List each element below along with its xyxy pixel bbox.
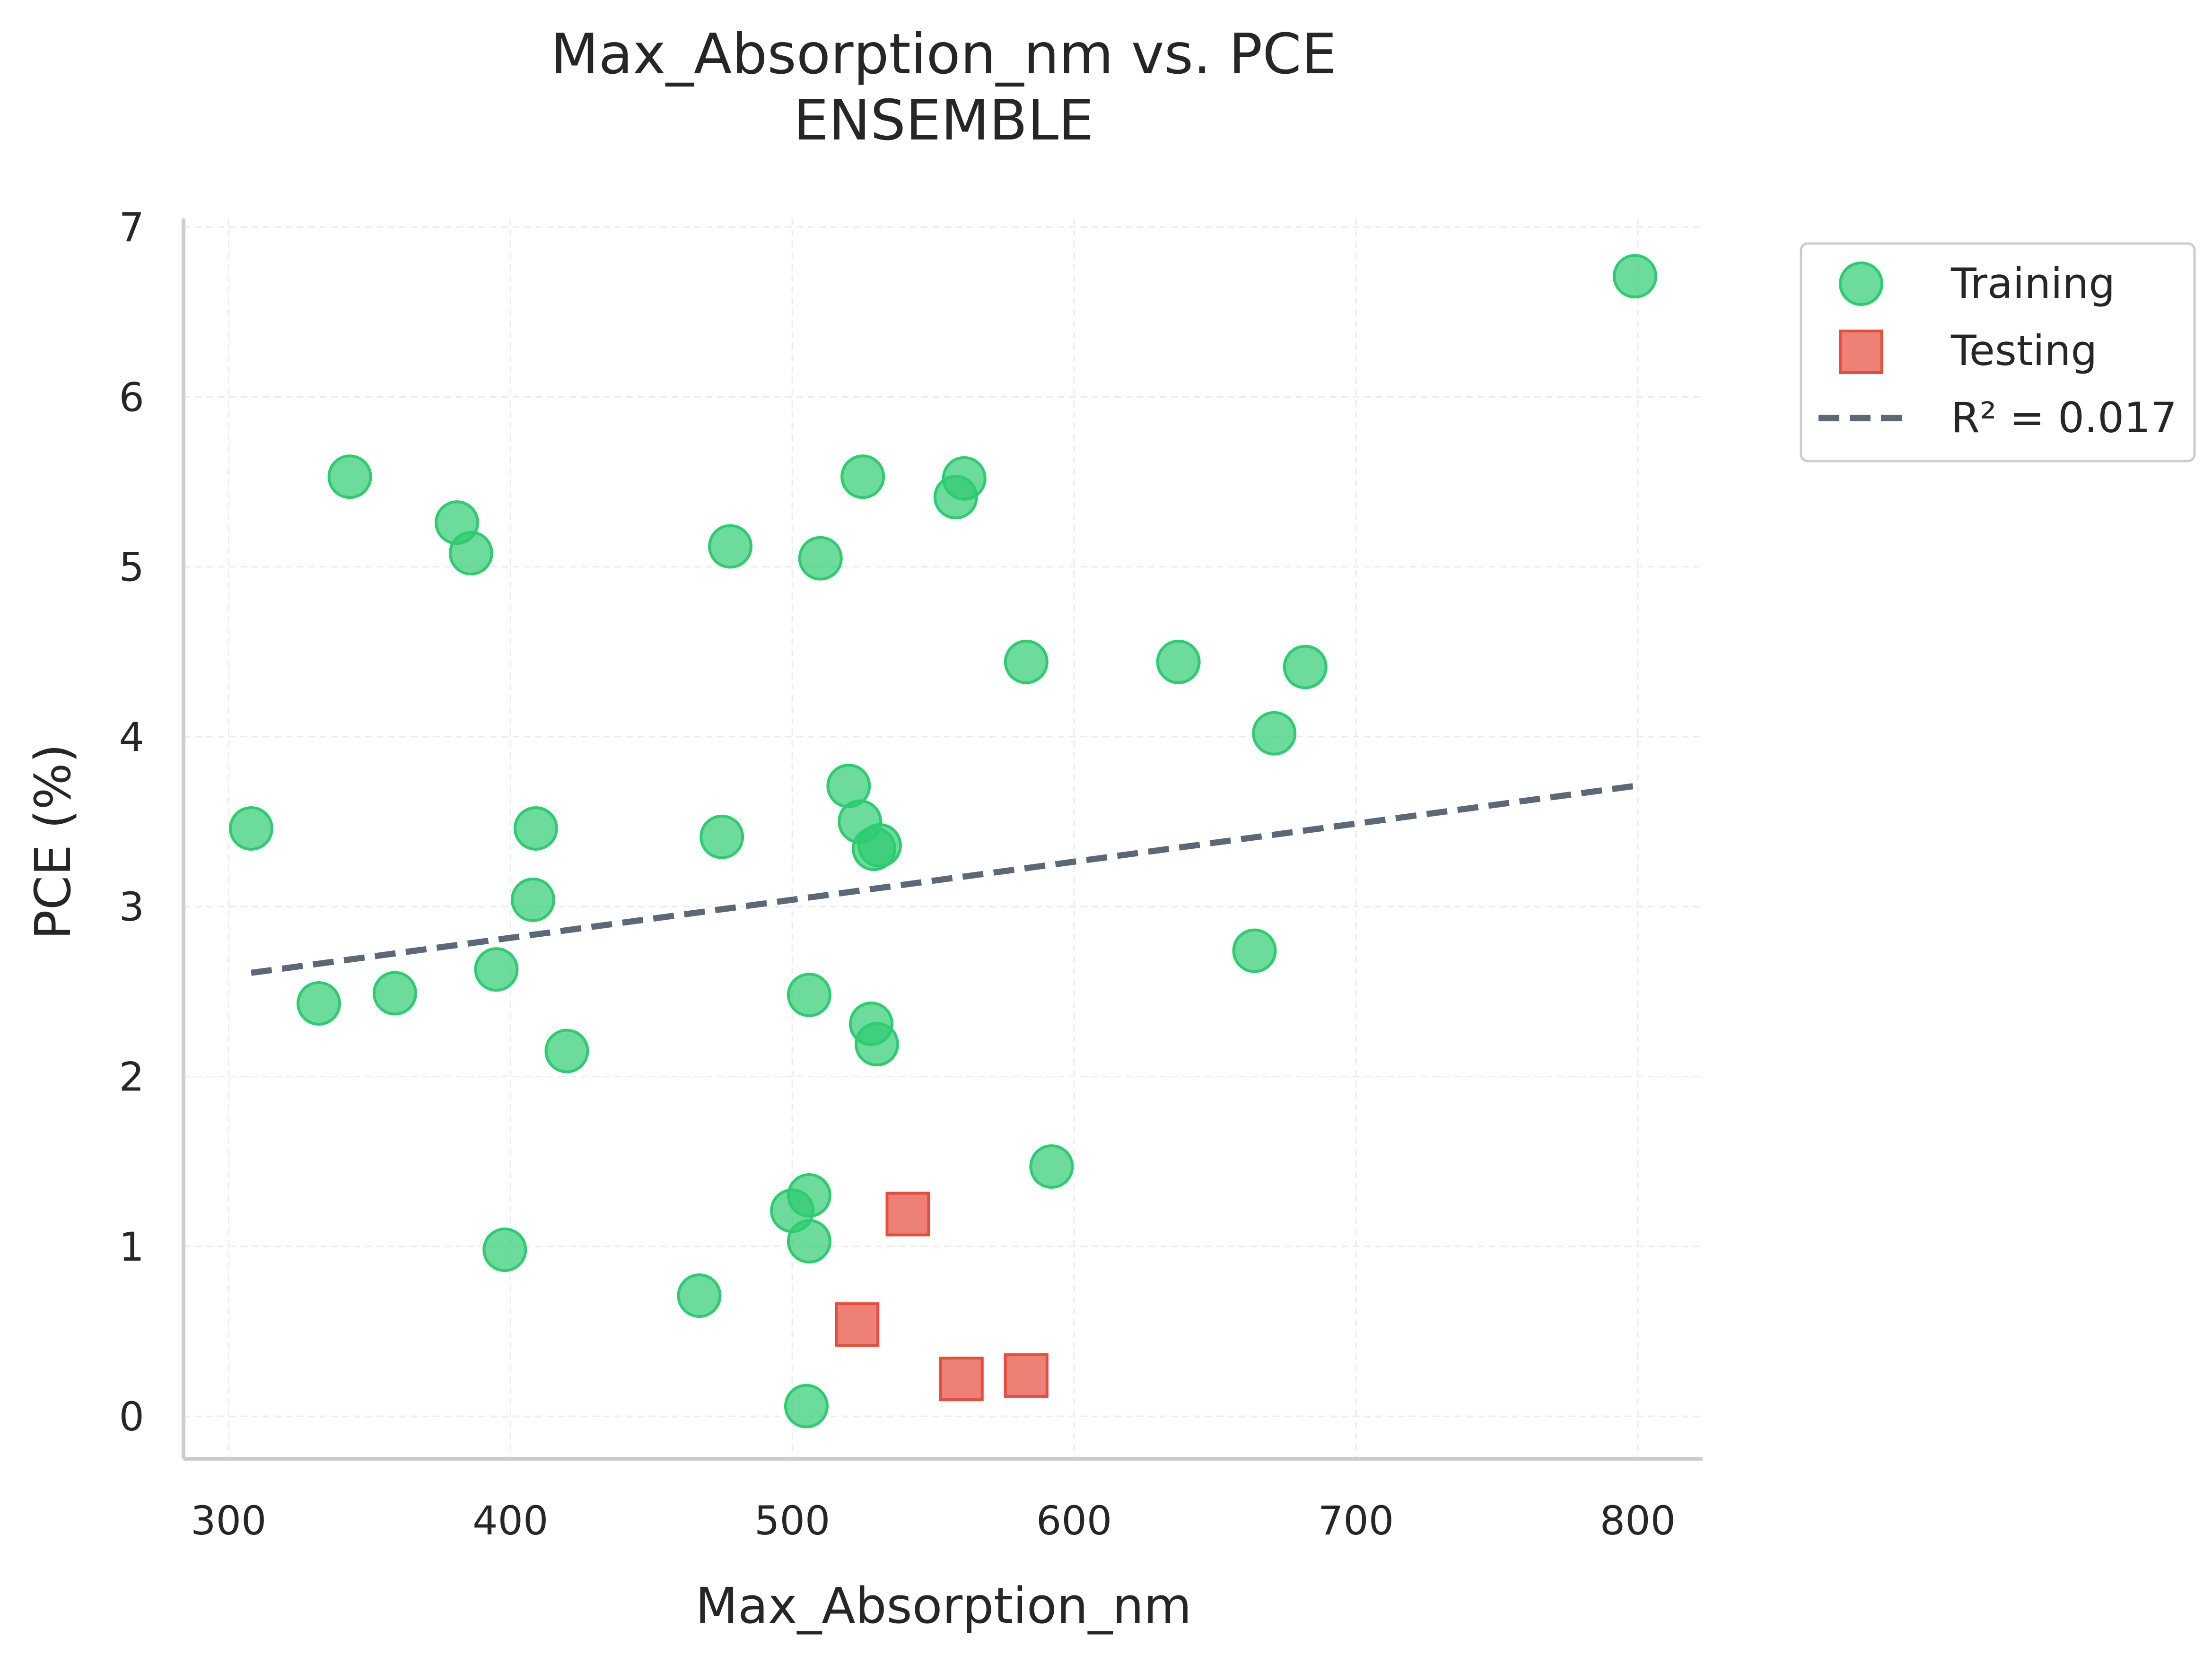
training-point [448, 531, 493, 575]
training-point [854, 1022, 899, 1067]
training-point [1232, 928, 1277, 973]
chart-subtitle: ENSEMBLE [793, 87, 1093, 153]
training-point [1252, 711, 1297, 756]
testing-point [939, 1357, 984, 1402]
legend-testing-marker [1839, 330, 1883, 374]
axes [182, 218, 1703, 1461]
y-tick-label: 5 [119, 544, 144, 591]
training-point [787, 1173, 831, 1218]
data-points [229, 254, 1657, 1429]
y-tick-label: 1 [119, 1224, 144, 1270]
legend-training-marker [1839, 261, 1883, 306]
testing-point [885, 1192, 930, 1237]
training-point [784, 1384, 829, 1429]
y-tick-label: 0 [119, 1394, 144, 1440]
training-point [708, 524, 753, 569]
training-point [372, 971, 417, 1016]
training-point [798, 536, 843, 581]
legend-box [1800, 242, 2196, 462]
training-point [1004, 639, 1049, 684]
trend-line-group [251, 783, 1635, 976]
testing-point [1004, 1353, 1049, 1398]
training-point [787, 1219, 831, 1264]
training-point [510, 877, 555, 922]
training-point [327, 454, 372, 499]
training-point [787, 973, 831, 1018]
training-point [1029, 1144, 1074, 1189]
training-point [482, 1228, 527, 1272]
training-point [1283, 645, 1328, 689]
y-tick-label: 4 [119, 714, 144, 760]
training-point [1156, 639, 1201, 684]
x-tick-label: 500 [754, 1498, 830, 1544]
grid-lines [184, 218, 1703, 1459]
training-point [857, 823, 902, 868]
training-point [942, 456, 987, 501]
chart-title: Max_Absorption_nm vs. PCE [551, 21, 1337, 87]
tick-labels: 300 400 500 600 700 800 0 1 2 3 4 5 6 7 [119, 204, 1676, 1544]
legend-training-label: Training [1950, 259, 2115, 308]
y-axis-label: PCE (%) [24, 744, 82, 940]
training-point [544, 1028, 589, 1073]
y-tick-label: 3 [119, 884, 144, 930]
training-point [840, 454, 885, 499]
x-tick-label: 400 [472, 1498, 548, 1544]
legend-trend-label: R² = 0.017 [1951, 393, 2177, 442]
x-tick-label: 300 [191, 1498, 266, 1544]
x-tick-label: 600 [1036, 1498, 1112, 1544]
y-tick-label: 2 [119, 1054, 144, 1100]
training-point [229, 806, 274, 851]
x-axis-label: Max_Absorption_nm [695, 1577, 1191, 1635]
training-point [699, 814, 744, 859]
training-point [297, 981, 341, 1026]
y-tick-label: 6 [119, 374, 144, 420]
legend-testing-label: Testing [1950, 326, 2097, 375]
x-tick-label: 700 [1318, 1498, 1394, 1544]
legend: Training Testing R² = 0.017 [1800, 242, 2196, 462]
testing-point [835, 1302, 880, 1347]
training-point [474, 947, 519, 992]
training-point [1612, 254, 1657, 299]
training-point [513, 806, 558, 851]
x-tick-label: 800 [1600, 1498, 1676, 1544]
training-point [677, 1273, 722, 1318]
y-tick-label: 7 [119, 204, 144, 251]
trend-line [251, 783, 1635, 976]
